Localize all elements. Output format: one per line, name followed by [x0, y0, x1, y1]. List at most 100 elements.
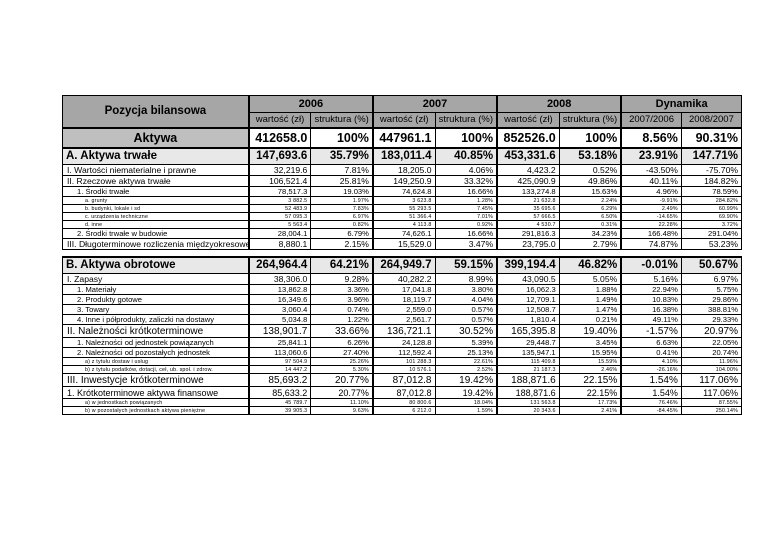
- row-cell-s2008: 46.82%: [558, 255, 622, 274]
- table-row[interactable]: 1. Krótkoterminowe aktywa finansowe 85,63…: [61, 386, 743, 399]
- row-cell-s2006: 7.81%: [310, 164, 374, 176]
- row-cell-v2008: 115 409.8: [496, 357, 560, 366]
- header-year-2006: 2006: [247, 95, 374, 113]
- row-cell-s2007: 19.42%: [434, 386, 498, 399]
- table-row[interactable]: III. Inwestycje krótkoterminowe 85,693.2 2…: [61, 373, 743, 387]
- header-row-groups: Pozycja bilansowa 2006 2007 2008 Dynamik…: [61, 95, 743, 128]
- row-cell-s2007: 18.04%: [434, 398, 498, 407]
- row-cell-s2007: 0.57%: [434, 314, 498, 325]
- row-cell-s2008: 17.73%: [558, 398, 622, 407]
- row-cell-s2006: 9.63%: [310, 406, 374, 415]
- row-cell-v2006: 78,517.3: [247, 186, 312, 197]
- row-cell-d0706: 49.11%: [620, 314, 682, 325]
- table-row[interactable]: III. Długoterminowe rozliczenia międzyok…: [61, 238, 743, 250]
- table-row[interactable]: 3. Towary 3,060.4 0.74% 2,559.0 0.57% 12,508.…: [61, 304, 743, 315]
- master-d0807: 90.31%: [680, 126, 743, 149]
- row-cell-d0706: -26.16%: [620, 365, 682, 374]
- table-body: Aktywa 412658.0 100% 447961.1 100% 85252…: [61, 126, 743, 415]
- table-row[interactable]: A. Aktywa trwałe 147,693.6 35.79% 183,011.4…: [61, 146, 743, 165]
- table-row[interactable]: a) w jednostkach powiązanych 45 789.7 11.1…: [61, 398, 743, 407]
- row-cell-d0706: -9.91%: [620, 196, 682, 205]
- table-row[interactable]: b. budynki, lokale i sd 52 483.9 7.83% 55 2…: [61, 204, 743, 213]
- row-cell-s2006: 3.96%: [310, 294, 374, 305]
- row-cell-s2006: 11.10%: [310, 398, 374, 407]
- row-cell-v2007: 6 212.0: [371, 406, 436, 415]
- row-cell-v2008: 188,871.6: [496, 373, 560, 387]
- row-cell-d0706: 5.16%: [620, 273, 682, 285]
- row-cell-s2007: 22.61%: [434, 357, 498, 366]
- table-row[interactable]: 1. Materiały 13,862.8 3.36% 17,041.8 3.80% 16…: [61, 284, 743, 295]
- table-row[interactable]: 2. Produkty gotowe 16,349.6 3.96% 18,119.7 4…: [61, 294, 743, 305]
- row-label: c. urządzenia techniczne: [61, 212, 250, 221]
- table-row[interactable]: a) z tytułu dostaw i usług 97 504.9 25.26%…: [61, 357, 743, 366]
- row-label: a. grunty: [61, 196, 250, 205]
- header-value-2008: wartość (zł): [496, 112, 560, 128]
- table-row[interactable]: 1. Należności od jednostek powiązanych 25…: [61, 337, 743, 348]
- row-cell-d0807: 3.72%: [680, 220, 743, 229]
- table-row[interactable]: B. Aktywa obrotowe 264,964.4 64.21% 264,949…: [61, 255, 743, 274]
- row-cell-v2006: 57 095.3: [247, 212, 312, 221]
- row-cell-v2006: 32,219.6: [247, 164, 312, 176]
- table-row[interactable]: 2. Należności od pozostałych jednostek 11…: [61, 347, 743, 358]
- table-row[interactable]: I. Zapasy 38,306.0 9.28% 40,282.2 8.99% 43,09…: [61, 273, 743, 285]
- row-cell-v2008: 135,947.1: [496, 347, 560, 358]
- header-value-2007: wartość (zł): [371, 112, 436, 128]
- row-cell-d0706: 1.54%: [620, 373, 682, 387]
- header-dyn-2007-2006: 2007/2006: [620, 112, 682, 128]
- row-cell-d0807: 117.06%: [680, 373, 743, 387]
- row-cell-v2008: 21 632.8: [496, 196, 560, 205]
- row-cell-s2006: 0.74%: [310, 304, 374, 315]
- row-label: 2. Środki trwałe w budowie: [61, 228, 250, 239]
- row-cell-v2008: 20 343.6: [496, 406, 560, 415]
- table-row[interactable]: b) z tytułu podatków, dotacji, ceł, ub. …: [61, 365, 743, 374]
- table-row[interactable]: d. inne 5 563.4 0.82% 4 113.8 0.92% 4 530.7 0.…: [61, 220, 743, 229]
- row-cell-v2008: 453,331.6: [496, 146, 560, 165]
- row-cell-d0706: 2.49%: [620, 204, 682, 213]
- table-row[interactable]: b) w pozostałych jednostkach aktywa pien…: [61, 406, 743, 415]
- row-cell-d0807: 20.97%: [680, 324, 743, 338]
- row-cell-v2006: 28,004.1: [247, 228, 312, 239]
- row-label: B. Aktywa obrotowe: [61, 255, 250, 274]
- row-cell-s2007: 0.57%: [434, 304, 498, 315]
- row-cell-s2007: 16.66%: [434, 186, 498, 197]
- row-cell-d0807: 69.90%: [680, 212, 743, 221]
- table-row[interactable]: 1. Środki trwałe 78,517.3 19.03% 74,624.8 16…: [61, 186, 743, 197]
- table-row[interactable]: I. Wartości niematerialne i prawne 32,219…: [61, 164, 743, 176]
- row-cell-v2006: 5 563.4: [247, 220, 312, 229]
- row-cell-v2007: 40,282.2: [371, 273, 436, 285]
- row-cell-v2007: 2,559.0: [371, 304, 436, 315]
- row-cell-v2007: 101 288.3: [371, 357, 436, 366]
- table-row[interactable]: 4. Inne i półprodukty, zaliczki na dosta…: [61, 314, 743, 325]
- table-row[interactable]: a. grunty 3 882.5 1.97% 3 623.8 1.28% 21 632.…: [61, 196, 743, 205]
- row-cell-s2008: 6.50%: [558, 212, 622, 221]
- row-cell-v2008: 399,194.4: [496, 255, 560, 274]
- row-cell-s2007: 25.13%: [434, 347, 498, 358]
- row-cell-s2006: 6.79%: [310, 228, 374, 239]
- row-cell-s2008: 22.15%: [558, 373, 622, 387]
- row-cell-d0706: 16.38%: [620, 304, 682, 315]
- row-cell-s2006: 20.77%: [310, 373, 374, 387]
- row-cell-v2006: 52 483.9: [247, 204, 312, 213]
- row-cell-d0807: 60.99%: [680, 204, 743, 213]
- row-cell-d0706: 0.41%: [620, 347, 682, 358]
- row-cell-s2007: 7.45%: [434, 204, 498, 213]
- row-cell-s2006: 33.66%: [310, 324, 374, 338]
- row-cell-d0706: 22.28%: [620, 220, 682, 229]
- row-cell-v2008: 23,795.0: [496, 238, 560, 250]
- table-row[interactable]: II. Należności krótkoterminowe 138,901.7 3…: [61, 324, 743, 338]
- row-cell-s2007: 0.92%: [434, 220, 498, 229]
- row-cell-v2008: 43,090.5: [496, 273, 560, 285]
- row-cell-v2006: 147,693.6: [247, 146, 312, 165]
- row-cell-s2008: 6.29%: [558, 204, 622, 213]
- table-row[interactable]: 2. Środki trwałe w budowie 28,004.1 6.79% 7…: [61, 228, 743, 239]
- row-cell-s2008: 0.21%: [558, 314, 622, 325]
- table-row[interactable]: c. urządzenia techniczne 57 095.3 6.97% 51 …: [61, 212, 743, 221]
- row-cell-v2006: 85,633.2: [247, 386, 312, 399]
- row-cell-d0706: 1.54%: [620, 386, 682, 399]
- row-label: II. Należności krótkoterminowe: [61, 324, 250, 338]
- row-cell-v2006: 13,862.8: [247, 284, 312, 295]
- row-label: I. Zapasy: [61, 273, 250, 285]
- table-row[interactable]: II. Rzeczowe aktywa trwałe 106,521.4 25.81…: [61, 175, 743, 187]
- row-cell-v2006: 3 882.5: [247, 196, 312, 205]
